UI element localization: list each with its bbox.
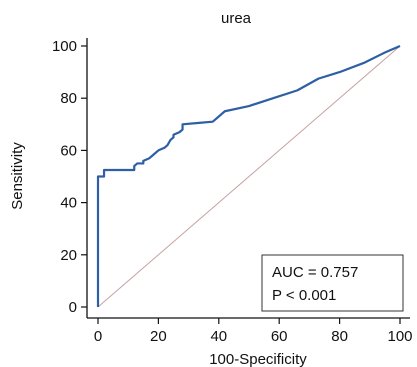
stats-box-border [261,254,404,312]
roc-curve [96,44,401,307]
stats-box: AUC = 0.757 P < 0.001 [261,254,404,312]
y-axis-label: Sensitivity [9,142,26,210]
y-tick-label: 0 [69,299,77,316]
diagonal-reference-line [97,45,401,308]
y-ticks: 0 20 40 60 80 100 [52,38,87,316]
x-axis-label: 100-Specificity [209,351,307,367]
x-tick-label: 40 [210,328,227,345]
x-tick-label: 100 [387,328,412,345]
y-tick-label: 60 [60,142,77,159]
x-tick-label: 60 [271,328,288,345]
y-tick-label: 20 [60,247,77,264]
y-tick-label: 40 [60,195,77,212]
x-tick-label: 80 [331,328,348,345]
auc-value: AUC = 0.757 [272,264,358,281]
x-ticks: 0 20 40 60 80 100 [94,318,413,345]
axes [86,38,410,319]
x-tick-label: 0 [94,328,102,345]
p-value: P < 0.001 [272,287,336,304]
chart-title: urea [221,10,252,27]
y-tick-label: 80 [60,90,77,107]
y-tick-label: 100 [52,38,77,55]
plot-area [96,44,401,308]
x-tick-label: 20 [150,328,167,345]
